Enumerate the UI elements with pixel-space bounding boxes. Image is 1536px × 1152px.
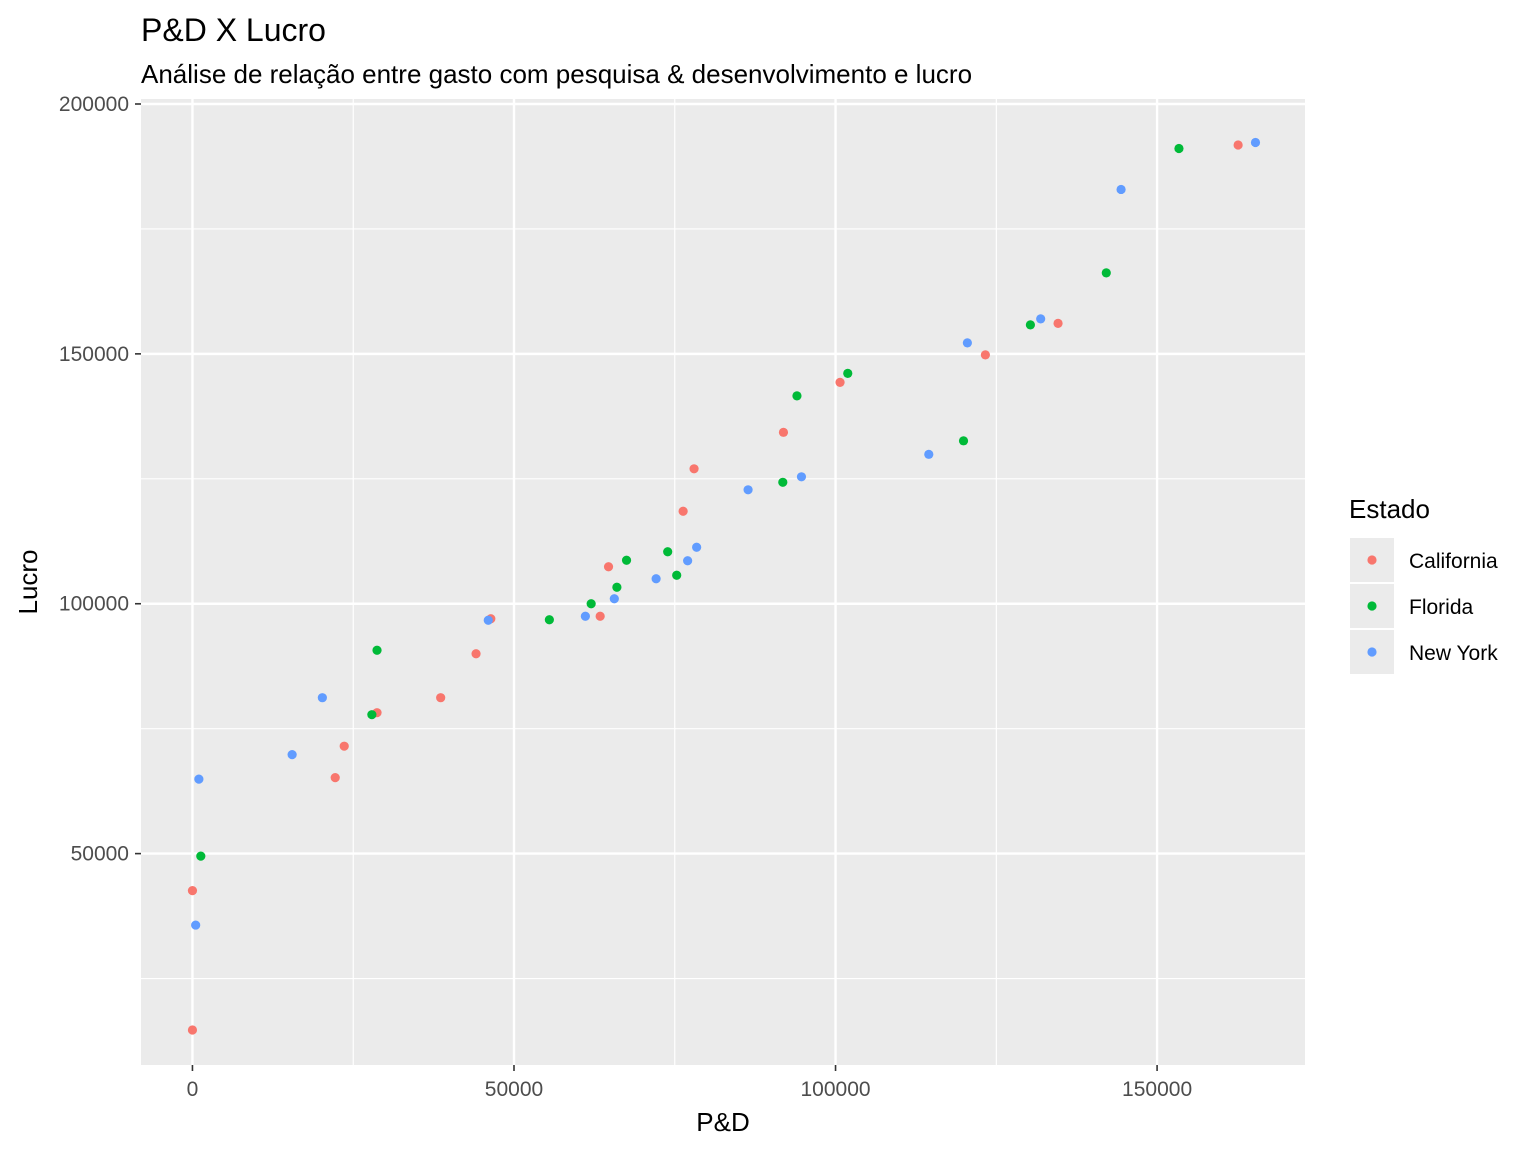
data-point — [330, 773, 340, 783]
data-point — [792, 391, 802, 401]
x-tick-label: 0 — [187, 1078, 199, 1101]
data-point — [612, 582, 622, 592]
data-point — [843, 368, 853, 378]
data-point — [191, 920, 201, 930]
data-point — [367, 710, 377, 720]
data-point — [603, 562, 614, 572]
plot-panel — [141, 99, 1305, 1065]
minor-gridlines — [141, 99, 1305, 1065]
y-axis: 50000 100000 150000 200000 — [59, 93, 141, 866]
legend-label: Florida — [1409, 596, 1474, 619]
data-point — [743, 485, 753, 495]
y-tick-label: 200000 — [59, 93, 129, 116]
data-point — [609, 594, 619, 604]
data-point — [1174, 143, 1184, 154]
legend-key-point — [1367, 601, 1377, 611]
chart-subtitle: Análise de relação entre gasto com pesqu… — [141, 59, 972, 89]
y-tick-label: 150000 — [59, 343, 129, 366]
data-point — [689, 464, 699, 474]
data-point — [196, 851, 206, 861]
legend-key-point — [1367, 647, 1377, 657]
data-point — [595, 611, 605, 621]
chart-title: P&D X Lucro — [141, 12, 326, 48]
data-point — [683, 556, 693, 566]
data-point — [651, 574, 661, 584]
legend-label: New York — [1409, 642, 1498, 665]
data-point — [672, 570, 682, 580]
data-point — [580, 611, 590, 621]
data-point — [483, 615, 493, 625]
data-point — [778, 427, 789, 437]
data-point — [1250, 137, 1261, 148]
data-point — [778, 477, 788, 487]
data-point — [372, 645, 382, 655]
data-point — [287, 750, 297, 760]
x-axis: 0 50000 100000 150000 — [187, 1065, 1192, 1101]
data-point — [544, 615, 554, 625]
x-tick-label: 100000 — [801, 1078, 871, 1101]
data-point — [317, 693, 327, 703]
data-point — [187, 1025, 198, 1035]
y-tick-label: 100000 — [59, 593, 129, 616]
data-point — [1116, 184, 1126, 195]
major-gridlines — [141, 99, 1305, 1065]
data-point — [962, 338, 972, 348]
data-point — [436, 693, 446, 703]
data-point — [621, 555, 632, 565]
data-point — [958, 436, 969, 446]
data-point — [187, 885, 198, 896]
data-points — [187, 137, 1261, 1035]
y-axis-title: Lucro — [13, 549, 43, 614]
legend-label: California — [1409, 550, 1498, 573]
legend-key-point — [1367, 555, 1377, 565]
x-tick-label: 150000 — [1122, 1078, 1192, 1101]
legend: Estado California Florida New York — [1349, 494, 1498, 674]
data-point — [586, 599, 596, 609]
data-point — [980, 350, 990, 360]
data-point — [339, 741, 349, 751]
data-point — [471, 649, 481, 659]
data-point — [1101, 268, 1111, 278]
data-point — [678, 506, 688, 516]
data-point — [1053, 318, 1063, 328]
data-point — [663, 547, 673, 557]
legend-title: Estado — [1349, 494, 1430, 524]
x-axis-title: P&D — [696, 1107, 749, 1137]
data-point — [1025, 320, 1035, 330]
x-tick-label: 50000 — [485, 1078, 543, 1101]
data-point — [1036, 314, 1046, 324]
data-point — [924, 449, 934, 459]
data-point — [835, 377, 845, 387]
data-point — [1233, 140, 1243, 150]
data-point — [796, 472, 807, 482]
data-point — [692, 542, 702, 552]
data-point — [194, 774, 204, 784]
y-tick-label: 50000 — [71, 843, 129, 866]
